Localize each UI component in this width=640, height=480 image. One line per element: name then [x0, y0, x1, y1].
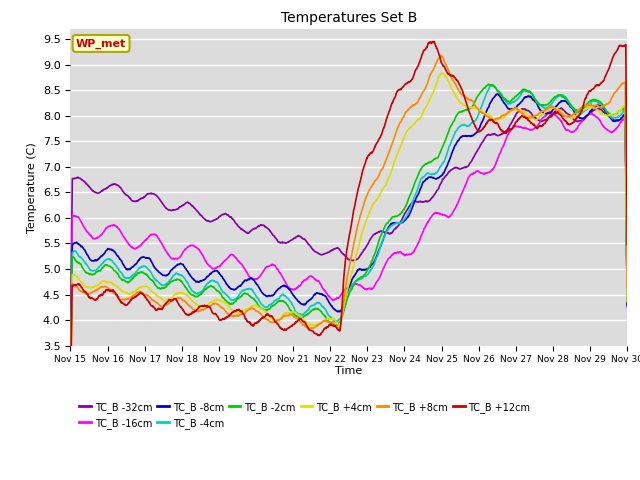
TC_B -8cm — [67, 373, 74, 379]
TC_B +8cm — [67, 393, 74, 398]
TC_B -32cm — [323, 251, 330, 256]
TC_B -2cm — [607, 112, 615, 118]
TC_B -4cm — [488, 82, 495, 88]
TC_B +4cm — [505, 110, 513, 116]
TC_B -2cm — [485, 82, 493, 87]
TC_B +8cm — [623, 285, 631, 291]
Line: TC_B +12cm: TC_B +12cm — [70, 41, 627, 405]
TC_B +12cm — [505, 127, 513, 133]
Legend: TC_B -32cm, TC_B -16cm, TC_B -8cm, TC_B -4cm, TC_B -2cm, TC_B +4cm, TC_B +8cm, T: TC_B -32cm, TC_B -16cm, TC_B -8cm, TC_B … — [76, 398, 534, 432]
TC_B -8cm — [607, 116, 615, 122]
TC_B +12cm — [67, 402, 74, 408]
TC_B -8cm — [623, 302, 631, 308]
TC_B +8cm — [323, 318, 330, 324]
TC_B +4cm — [438, 70, 445, 76]
TC_B -4cm — [607, 114, 615, 120]
TC_B -8cm — [323, 295, 330, 300]
TC_B -8cm — [494, 91, 502, 97]
TC_B -32cm — [623, 302, 631, 308]
TC_B +4cm — [607, 112, 615, 118]
Line: TC_B -16cm: TC_B -16cm — [70, 112, 627, 360]
TC_B +12cm — [323, 325, 330, 331]
TC_B -2cm — [95, 267, 102, 273]
TC_B -2cm — [67, 379, 74, 384]
TC_B -4cm — [323, 308, 330, 314]
TC_B -4cm — [337, 314, 345, 320]
TC_B -16cm — [546, 109, 554, 115]
TC_B -32cm — [337, 249, 345, 255]
TC_B -8cm — [337, 307, 345, 313]
TC_B -4cm — [67, 377, 74, 383]
TC_B +12cm — [607, 60, 615, 65]
Line: TC_B -2cm: TC_B -2cm — [70, 84, 627, 382]
TC_B -16cm — [67, 357, 74, 363]
TC_B -4cm — [607, 114, 615, 120]
TC_B -16cm — [95, 234, 102, 240]
Text: WP_met: WP_met — [76, 38, 126, 48]
TC_B -2cm — [505, 99, 513, 105]
Line: TC_B -4cm: TC_B -4cm — [70, 85, 627, 380]
TC_B +4cm — [323, 317, 330, 323]
TC_B +8cm — [436, 53, 444, 59]
TC_B -16cm — [505, 130, 513, 136]
TC_B -4cm — [95, 264, 102, 270]
TC_B +4cm — [623, 299, 631, 304]
Title: Temperatures Set B: Temperatures Set B — [280, 11, 417, 25]
TC_B -2cm — [337, 317, 345, 323]
TC_B -16cm — [337, 292, 345, 298]
TC_B -4cm — [623, 299, 631, 304]
TC_B -16cm — [607, 130, 615, 135]
TC_B -2cm — [607, 112, 615, 118]
TC_B -32cm — [607, 115, 615, 121]
TC_B -32cm — [67, 337, 74, 343]
TC_B -8cm — [95, 256, 102, 262]
Line: TC_B +8cm: TC_B +8cm — [70, 56, 627, 396]
TC_B -2cm — [623, 298, 631, 304]
TC_B +8cm — [95, 286, 102, 291]
TC_B +12cm — [623, 241, 631, 247]
TC_B +12cm — [95, 293, 102, 299]
TC_B -4cm — [505, 101, 513, 107]
TC_B -32cm — [95, 190, 102, 196]
TC_B +4cm — [607, 112, 615, 118]
Line: TC_B -32cm: TC_B -32cm — [70, 108, 627, 340]
TC_B +8cm — [607, 96, 615, 102]
Y-axis label: Temperature (C): Temperature (C) — [28, 142, 37, 233]
TC_B -8cm — [505, 106, 513, 112]
TC_B -16cm — [607, 129, 615, 135]
TC_B -8cm — [607, 115, 615, 121]
TC_B +8cm — [505, 109, 513, 115]
TC_B -16cm — [623, 305, 631, 311]
TC_B +4cm — [95, 281, 102, 287]
TC_B +4cm — [67, 388, 74, 394]
TC_B +12cm — [337, 316, 345, 322]
Line: TC_B -8cm: TC_B -8cm — [70, 94, 627, 376]
TC_B -32cm — [607, 116, 615, 121]
TC_B +8cm — [337, 319, 345, 325]
TC_B -32cm — [557, 105, 564, 111]
TC_B -32cm — [505, 124, 513, 130]
TC_B +4cm — [337, 318, 345, 324]
Line: TC_B +4cm: TC_B +4cm — [70, 73, 627, 391]
TC_B +8cm — [607, 96, 615, 102]
TC_B +12cm — [607, 59, 615, 65]
TC_B -2cm — [323, 315, 330, 321]
TC_B -16cm — [323, 290, 330, 296]
TC_B +12cm — [429, 38, 437, 44]
X-axis label: Time: Time — [335, 366, 362, 376]
